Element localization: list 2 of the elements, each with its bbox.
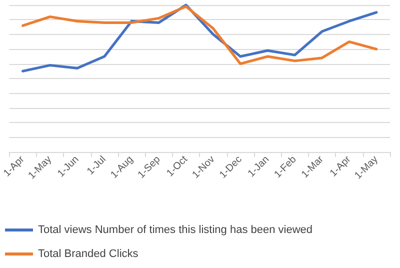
legend-label: Total Branded Clicks: [38, 248, 139, 260]
legend-label: Total views Number of times this listing has been viewed: [38, 224, 313, 236]
